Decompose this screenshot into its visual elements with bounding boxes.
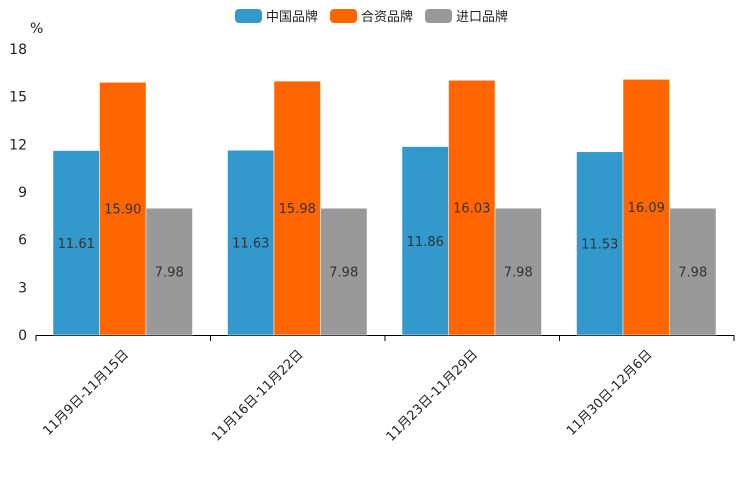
bar-3-1[interactable] [145,207,193,336]
data-label: 15.98 [279,202,316,217]
bar-2-3[interactable] [448,80,496,336]
x-category-label: 11月9日-11月15日 [40,347,132,439]
data-label: 16.09 [628,201,665,216]
legend-swatch-2[interactable] [330,9,357,23]
data-label: 15.90 [104,203,141,218]
data-label: 11.86 [407,235,444,250]
bar-3-3[interactable] [494,207,542,336]
data-label: 7.98 [329,266,358,281]
legend-label-1[interactable]: 中国品牌 [266,9,318,25]
bar-1-1[interactable] [52,150,100,336]
x-category-label: 11月23日-11月29日 [384,347,481,444]
y-tick-label: 18 [9,42,27,58]
bar-3-2[interactable] [320,207,368,336]
bar-1-3[interactable] [401,146,449,336]
y-tick-label: 15 [9,90,27,106]
legend-swatch-3[interactable] [425,9,452,23]
x-category-label: 11月16日-11月22日 [209,347,306,444]
y-unit-label: % [30,21,43,37]
legend-swatch-1[interactable] [235,9,262,23]
y-tick-label: 9 [18,185,27,201]
y-tick-label: 0 [18,328,27,344]
data-label: 7.98 [504,266,533,281]
legend-label-3[interactable]: 进口品牌 [456,9,508,25]
y-tick-label: 6 [18,233,27,249]
bar-1-2[interactable] [227,149,275,336]
data-label: 16.03 [453,202,490,217]
data-label: 7.98 [155,266,184,281]
bar-2-2[interactable] [273,80,321,336]
x-category-label: 11月30日-12月6日 [564,347,656,439]
legend-label-2[interactable]: 合资品牌 [361,9,413,25]
y-tick-label: 12 [9,137,27,153]
y-tick-label: 3 [18,280,27,296]
data-label: 11.61 [58,237,95,252]
bar-1-4[interactable] [576,151,624,336]
data-label: 11.63 [232,237,269,252]
bar-2-4[interactable] [622,79,670,336]
bar-3-4[interactable] [669,207,717,336]
data-label: 11.53 [581,237,618,252]
data-label: 7.98 [678,266,707,281]
